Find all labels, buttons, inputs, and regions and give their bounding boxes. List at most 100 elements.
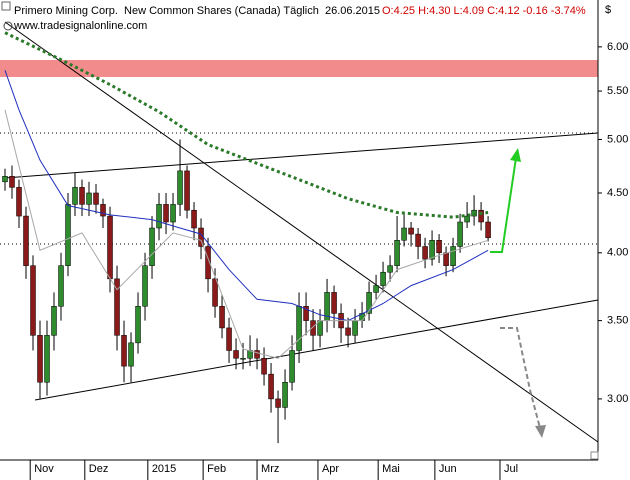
candle-body	[79, 187, 85, 205]
candle-body	[2, 176, 8, 183]
candle-body	[205, 246, 211, 280]
candle-body	[464, 215, 470, 223]
candle-body	[261, 358, 267, 375]
corner-icon	[590, 451, 599, 460]
moving-average	[4, 109, 489, 359]
y-tick-label: 5.50	[607, 85, 628, 97]
candle-body	[30, 265, 36, 336]
candle-body	[345, 327, 351, 336]
candle-body	[233, 350, 239, 359]
candle-body	[9, 176, 15, 188]
candle-body	[408, 227, 414, 235]
trend-line	[4, 132, 599, 179]
candle-body	[93, 192, 99, 205]
moving-average	[4, 70, 489, 322]
candle-body	[23, 215, 29, 266]
arrow	[500, 327, 541, 429]
chart-title: Primero Mining Corp. New Common Shares (…	[14, 5, 380, 17]
candle-body	[226, 327, 232, 351]
candle-body	[107, 215, 113, 280]
candle-body	[184, 170, 190, 211]
candle-body	[366, 292, 372, 314]
x-tick-label: Jun	[439, 463, 457, 475]
candle-body	[142, 265, 148, 307]
candle-body	[191, 209, 197, 229]
candle-body	[331, 292, 337, 314]
source: www.tradesignalonline.com	[13, 20, 147, 32]
candle-body	[65, 204, 71, 266]
candle-body	[240, 358, 246, 360]
candle-body	[394, 240, 400, 266]
y-tick-label: 4.00	[607, 247, 628, 259]
candle-body	[457, 221, 463, 247]
candle-body	[450, 246, 456, 266]
candle-body	[275, 398, 281, 408]
x-tick-label: Dez	[89, 463, 109, 475]
trend-line	[34, 299, 599, 401]
candle-body	[149, 227, 155, 266]
candle-body	[401, 227, 407, 241]
candle-body	[310, 320, 316, 336]
candle-body	[100, 204, 106, 217]
candle-body	[121, 335, 127, 367]
x-tick-label: Mrz	[261, 463, 279, 475]
candle-body	[156, 204, 162, 229]
x-tick-label: Nov	[34, 463, 54, 475]
x-tick-label: Feb	[207, 463, 226, 475]
candle-body	[296, 306, 302, 351]
candle-body	[219, 306, 225, 329]
candle-body	[422, 246, 428, 260]
arrow-head	[535, 425, 546, 438]
currency: $	[605, 4, 611, 16]
candle-body	[170, 204, 176, 223]
arrow-head	[510, 148, 521, 162]
candle-body	[478, 209, 484, 223]
arrow	[490, 157, 517, 253]
y-tick-label: 4.50	[607, 187, 628, 199]
y-tick-label: 6.00	[607, 41, 628, 53]
candle-body	[303, 306, 309, 321]
candle-body	[58, 265, 64, 307]
candle-body	[429, 240, 435, 260]
candle-body	[212, 278, 218, 307]
y-tick-label: 3.00	[607, 393, 628, 405]
candle-body	[485, 221, 491, 239]
candle-body	[44, 335, 50, 383]
x-tick-label: Apr	[322, 463, 339, 475]
header-icon	[1, 1, 11, 11]
candle-body	[387, 265, 393, 273]
candle-body	[163, 204, 169, 223]
candle-body	[352, 320, 358, 336]
candle-body	[289, 350, 295, 383]
y-tick-label: 5.00	[607, 133, 628, 145]
candle-body	[86, 192, 92, 205]
candle-body	[443, 252, 449, 266]
candle-body	[380, 271, 386, 286]
candle-body	[436, 240, 442, 254]
moving-average	[4, 31, 489, 219]
candle-body	[16, 187, 22, 217]
candle-body	[268, 373, 274, 400]
x-tick-label: 2015	[152, 463, 176, 475]
candle-body	[373, 285, 379, 293]
candle-body	[51, 306, 57, 336]
quote: O:4.25 H:4.30 L:4.09 C:4.12 -0.16 -3.74%	[382, 5, 586, 17]
x-tick-label: Jul	[504, 463, 518, 475]
resistance-zone	[0, 60, 598, 77]
trend-line	[4, 21, 599, 443]
candle-body	[177, 170, 183, 205]
copyright-icon	[3, 21, 13, 31]
candle-body	[254, 350, 260, 359]
y-tick-label: 3.50	[607, 315, 628, 327]
candle-body	[72, 187, 78, 205]
x-tick-label: Mai	[382, 463, 400, 475]
marks	[2, 31, 491, 444]
candle-body	[114, 278, 120, 336]
candle-body	[282, 382, 288, 408]
candle-body	[37, 335, 43, 383]
candle-body	[128, 342, 134, 367]
candle-body	[135, 306, 141, 344]
candle-body	[415, 233, 421, 247]
